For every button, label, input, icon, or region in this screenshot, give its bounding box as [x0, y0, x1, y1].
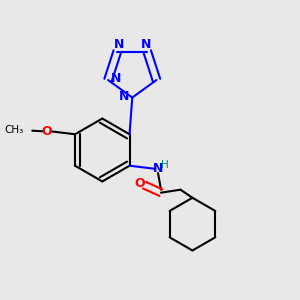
- Text: N: N: [114, 38, 124, 50]
- Text: O: O: [134, 177, 145, 190]
- Text: O: O: [41, 125, 52, 138]
- Text: N: N: [140, 38, 151, 50]
- Text: CH₃: CH₃: [4, 125, 24, 135]
- Text: H: H: [161, 160, 169, 170]
- Text: N: N: [111, 72, 122, 85]
- Text: N: N: [153, 162, 163, 175]
- Text: N: N: [119, 90, 129, 103]
